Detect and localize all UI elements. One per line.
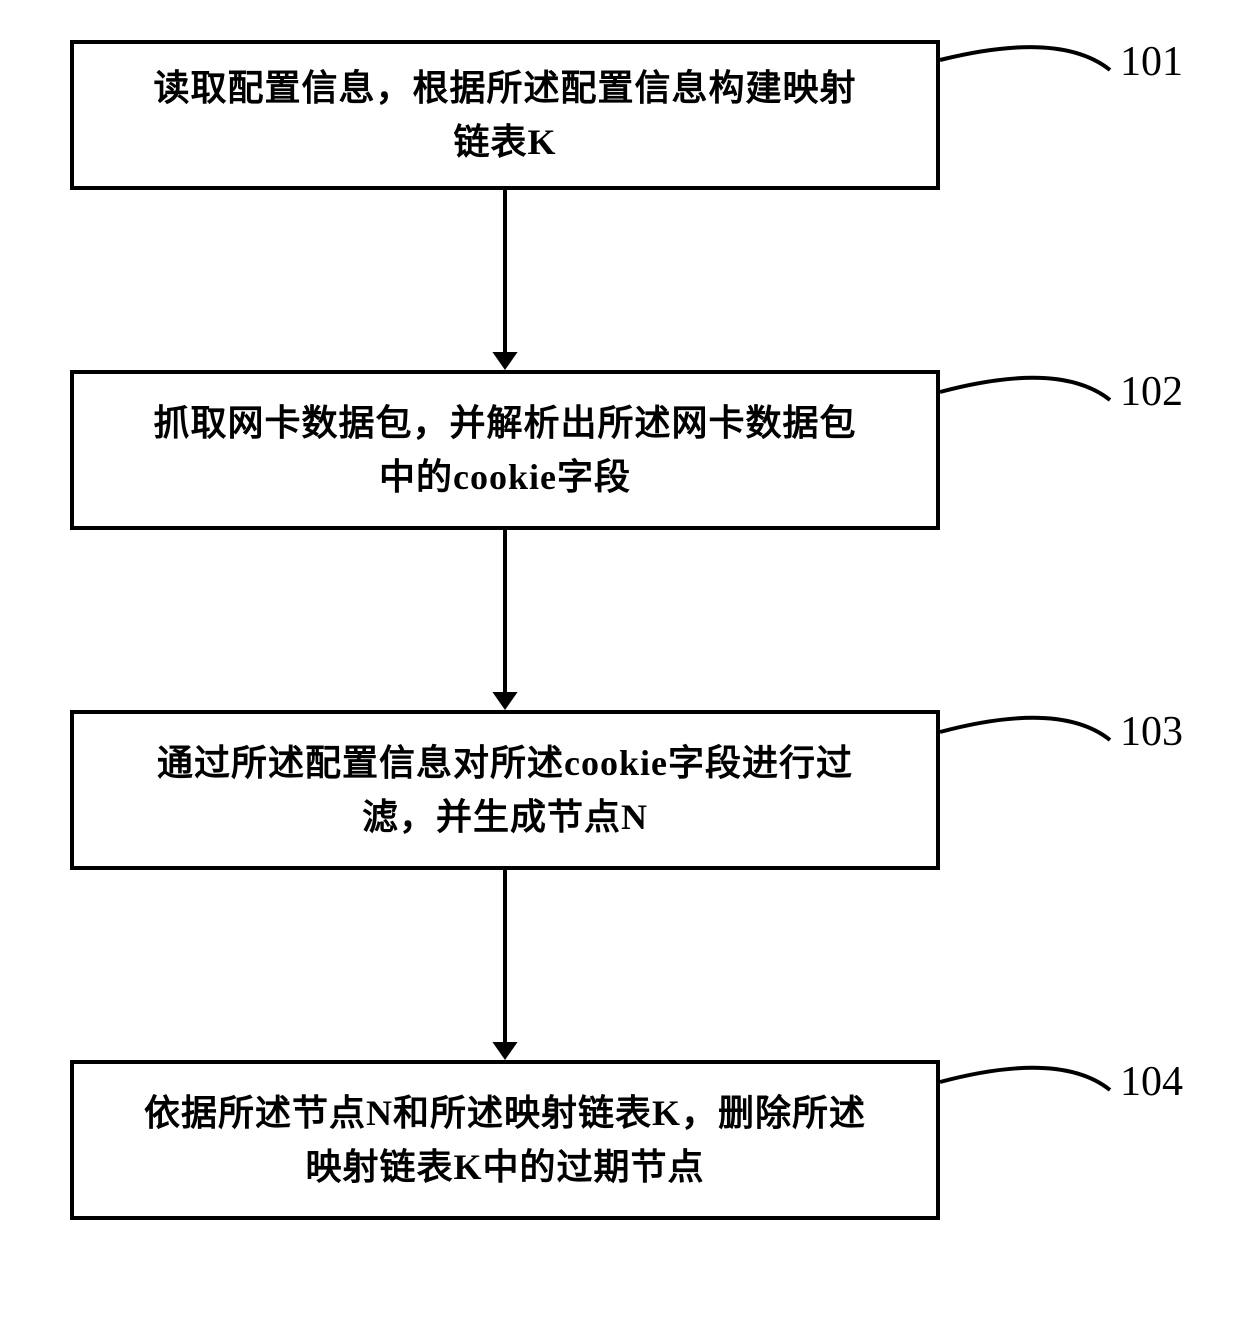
flow-step-104-text: 依据所述节点N和所述映射链表K，删除所述 映射链表K中的过期节点 <box>144 1086 866 1194</box>
flow-step-102-callout <box>930 350 1120 410</box>
flow-step-103-text: 通过所述配置信息对所述cookie字段进行过 滤，并生成节点N <box>157 736 853 844</box>
flow-step-104-label: 104 <box>1120 1058 1183 1106</box>
flow-step-103: 通过所述配置信息对所述cookie字段进行过 滤，并生成节点N <box>70 710 940 870</box>
flow-arrow-1-2 <box>485 185 525 375</box>
flow-step-104-callout <box>930 1040 1120 1100</box>
flow-step-102-label: 102 <box>1120 368 1183 416</box>
flow-step-102-text: 抓取网卡数据包，并解析出所述网卡数据包 中的cookie字段 <box>153 396 856 504</box>
flow-step-101: 读取配置信息，根据所述配置信息构建映射 链表K <box>70 40 940 190</box>
flow-step-101-label: 101 <box>1120 38 1183 86</box>
flow-step-104: 依据所述节点N和所述映射链表K，删除所述 映射链表K中的过期节点 <box>70 1060 940 1220</box>
flow-arrow-3-4 <box>485 865 525 1065</box>
flow-step-101-text: 读取配置信息，根据所述配置信息构建映射 链表K <box>153 61 856 169</box>
flow-step-102: 抓取网卡数据包，并解析出所述网卡数据包 中的cookie字段 <box>70 370 940 530</box>
flow-step-103-label: 103 <box>1120 708 1183 756</box>
flow-arrow-2-3 <box>485 525 525 715</box>
flow-step-101-callout <box>930 20 1120 80</box>
flow-step-103-callout <box>930 690 1120 750</box>
